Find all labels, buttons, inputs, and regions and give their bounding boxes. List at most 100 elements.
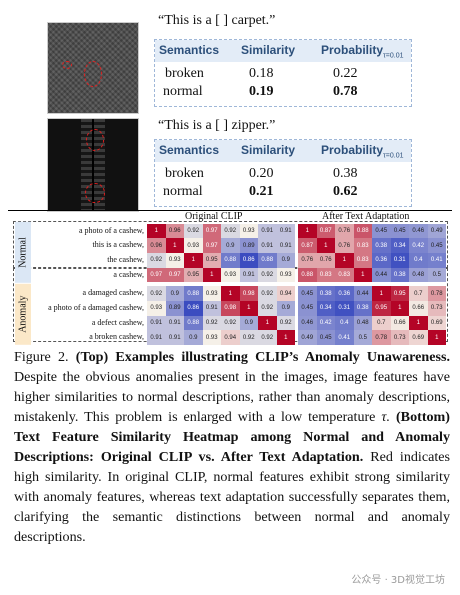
- adapted-heatmap-cell: 0.5: [427, 267, 446, 283]
- original-heatmap-cell: 0.94: [221, 330, 240, 346]
- adapted-heatmap-cell: 1: [298, 223, 317, 239]
- heatmap-row-label: a damaged cashew,: [82, 288, 144, 298]
- original-heatmap-cell: 0.91: [165, 330, 184, 346]
- original-heatmap-cell: 0.89: [165, 301, 184, 316]
- original-heatmap-cell: 0.92: [239, 330, 258, 346]
- header-semantics: Semantics: [159, 143, 220, 157]
- normal-group-label: Normal: [15, 221, 31, 283]
- adapted-heatmap-cell: 0.41: [335, 330, 354, 346]
- original-heatmap-cell: 0.97: [165, 267, 184, 283]
- zipper-prompt: “This is a [ ] zipper.”: [158, 118, 276, 133]
- adapted-heatmap-cell: 1: [372, 286, 391, 301]
- original-heatmap-cell: 0.91: [276, 223, 295, 239]
- original-heatmap-cell: 0.9: [276, 301, 295, 316]
- adapted-heatmap-cell: 0.69: [409, 330, 428, 346]
- original-heatmap-cell: 0.95: [184, 267, 203, 283]
- original-heatmap-cell: 1: [184, 252, 203, 268]
- adapted-heatmap-cell: 0.38: [353, 301, 372, 316]
- adapted-heatmap-cell: 0.36: [335, 286, 354, 301]
- original-heatmap-cell: 0.97: [147, 267, 166, 283]
- adapted-heatmap-cell: 0.44: [372, 267, 391, 283]
- original-heatmap-cell: 0.92: [221, 315, 240, 331]
- original-heatmap-cell: 0.91: [165, 315, 184, 331]
- heatmap-row-label: a broken cashew,: [89, 332, 144, 342]
- original-heatmap-cell: 1: [258, 315, 277, 331]
- adapted-heatmap-cell: 1: [409, 315, 428, 331]
- adapted-heatmap-cell: 0.34: [390, 238, 409, 253]
- original-heatmap-cell: 0.97: [202, 238, 221, 253]
- header-similarity: Similarity: [241, 143, 296, 157]
- adapted-heatmap-cell: 0.45: [298, 286, 317, 301]
- adapted-heatmap-cell: 0.38: [372, 238, 391, 253]
- header-probability: Probabilityτ=0.01: [321, 143, 404, 160]
- original-heatmap-cell: 0.93: [202, 286, 221, 301]
- adapted-heatmap-cell: 0.4: [335, 315, 354, 331]
- header-similarity: Similarity: [241, 43, 296, 57]
- original-heatmap-cell: 0.91: [258, 238, 277, 253]
- row-label: normal: [163, 84, 203, 99]
- adapted-heatmap-cell: 0.4: [409, 252, 428, 268]
- anomaly-mark: [85, 183, 105, 203]
- original-heatmap-cell: 0.91: [147, 315, 166, 331]
- original-heatmap-cell: 0.92: [258, 267, 277, 283]
- original-heatmap-cell: 0.92: [258, 286, 277, 301]
- original-heatmap-cell: 0.94: [276, 286, 295, 301]
- original-heatmap-cell: 0.89: [239, 238, 258, 253]
- probability-value: 0.38: [333, 166, 358, 181]
- adapted-heatmap-cell: 0.45: [298, 301, 317, 316]
- adapted-heatmap-cell: 0.31: [390, 252, 409, 268]
- heatmap-row-label: a cashew,: [113, 269, 144, 279]
- adapted-heatmap-cell: 0.7: [372, 315, 391, 331]
- adapted-heatmap-cell: 0.87: [316, 223, 335, 239]
- adapted-heatmap-cell: 0.48: [409, 267, 428, 283]
- anomaly-mark: [62, 61, 72, 69]
- original-heatmap-cell: 0.93: [239, 223, 258, 239]
- row-label: normal: [163, 184, 203, 199]
- carpet-prompt: “This is a [ ] carpet.”: [158, 13, 276, 28]
- adapted-heatmap-cell: 0.73: [427, 301, 446, 316]
- anomaly-group-label: Anomaly: [15, 284, 31, 346]
- adapted-heatmap-cell: 0.42: [316, 315, 335, 331]
- original-heatmap-cell: 1: [165, 238, 184, 253]
- original-heatmap-cell: 0.9: [276, 252, 295, 268]
- similarity-value: 0.19: [249, 84, 274, 99]
- original-heatmap-cell: 0.88: [258, 252, 277, 268]
- original-heatmap-cell: 0.93: [221, 267, 240, 283]
- adapted-heatmap-cell: 0.31: [335, 301, 354, 316]
- probability-value: 0.62: [333, 184, 358, 199]
- row-label: broken: [165, 166, 204, 181]
- original-heatmap-cell: 1: [276, 330, 295, 346]
- adapted-heatmap-cell: 0.46: [409, 223, 428, 239]
- adapted-heatmap-cell: 0.7: [409, 286, 428, 301]
- original-heatmap-cell: 0.92: [147, 286, 166, 301]
- original-heatmap-cell: 0.91: [258, 223, 277, 239]
- original-heatmap-cell: 0.93: [147, 301, 166, 316]
- original-heatmap-cell: 0.88: [221, 252, 240, 268]
- original-heatmap-cell: 0.96: [165, 223, 184, 239]
- original-heatmap-cell: 0.91: [276, 238, 295, 253]
- adapted-heatmap-cell: 0.42: [409, 238, 428, 253]
- heatmap-title-adapted: After Text Adaptation: [322, 211, 410, 222]
- adapted-heatmap-cell: 0.83: [353, 252, 372, 268]
- heatmap-row-label: a defect cashew,: [91, 317, 144, 327]
- original-heatmap-cell: 0.92: [276, 315, 295, 331]
- original-heatmap-cell: 0.91: [239, 267, 258, 283]
- original-heatmap-cell: 0.9: [221, 238, 240, 253]
- figure-label: Figure 2.: [14, 349, 69, 365]
- adapted-heatmap-cell: 0.45: [372, 223, 391, 239]
- carpet-image: [47, 22, 139, 114]
- caption-text-2: Red indicates high similarity. In origin…: [14, 449, 450, 545]
- adapted-heatmap-cell: 0.38: [390, 267, 409, 283]
- adapted-heatmap-cell: 0.76: [335, 238, 354, 253]
- adapted-heatmap-cell: 0.44: [353, 286, 372, 301]
- caption-tau: τ.: [381, 409, 390, 425]
- adapted-heatmap-cell: 0.34: [316, 301, 335, 316]
- heatmap-row-label: a photo of a cashew,: [78, 225, 144, 235]
- adapted-heatmap-cell: 0.45: [390, 223, 409, 239]
- original-heatmap-cell: 0.88: [184, 286, 203, 301]
- probability-value: 0.78: [333, 84, 358, 99]
- caption-bottom-heading: (Bottom) Text Feature Similarity Heatmap…: [14, 409, 450, 465]
- caption-text-1: Despite the obvious anomalies present in…: [14, 369, 450, 425]
- probability-value: 0.22: [333, 66, 358, 81]
- original-heatmap-cell: 0.93: [276, 267, 295, 283]
